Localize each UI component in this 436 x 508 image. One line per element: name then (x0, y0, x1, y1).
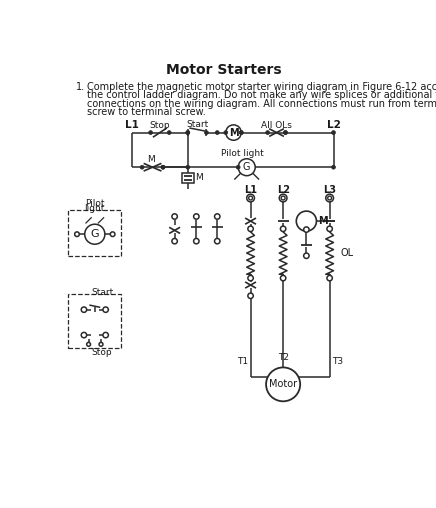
Text: Pilot light: Pilot light (221, 149, 264, 158)
Circle shape (224, 131, 228, 135)
Circle shape (149, 131, 153, 135)
Circle shape (167, 131, 171, 135)
Text: G: G (91, 229, 99, 239)
Text: L1: L1 (125, 120, 139, 130)
Circle shape (103, 332, 109, 338)
Circle shape (99, 342, 103, 346)
Circle shape (247, 194, 255, 202)
Circle shape (238, 158, 255, 176)
Circle shape (248, 293, 253, 299)
Circle shape (280, 226, 286, 232)
Circle shape (110, 232, 115, 237)
Bar (182, 173, 194, 182)
Circle shape (236, 165, 240, 169)
Circle shape (186, 131, 190, 135)
Circle shape (283, 131, 287, 135)
Circle shape (161, 165, 165, 169)
Text: light: light (85, 204, 105, 213)
Circle shape (186, 165, 190, 169)
Circle shape (327, 226, 332, 232)
Circle shape (248, 275, 253, 281)
Circle shape (215, 214, 220, 219)
Text: M: M (195, 174, 203, 182)
Text: L3: L3 (323, 185, 336, 195)
Circle shape (161, 165, 165, 169)
Circle shape (226, 125, 241, 140)
Circle shape (239, 131, 243, 135)
Circle shape (296, 211, 317, 231)
Circle shape (249, 196, 252, 200)
Circle shape (194, 238, 199, 244)
Circle shape (186, 131, 190, 135)
Text: Start: Start (186, 120, 208, 130)
Circle shape (280, 275, 286, 281)
Circle shape (266, 131, 269, 135)
Text: L2: L2 (327, 120, 341, 130)
Text: Complete the magnetic motor starter wiring diagram in Figure 6-12 according to: Complete the magnetic motor starter wiri… (87, 82, 436, 92)
Circle shape (194, 214, 199, 219)
Circle shape (215, 131, 219, 135)
Bar (68, 210, 121, 256)
Circle shape (81, 307, 87, 312)
Text: screw to terminal screw.: screw to terminal screw. (87, 107, 206, 117)
Text: M: M (229, 128, 238, 138)
Circle shape (204, 131, 208, 135)
Text: M: M (319, 216, 328, 226)
Text: Stop: Stop (150, 121, 170, 130)
Text: G: G (243, 162, 250, 172)
Text: All OLs: All OLs (262, 121, 293, 130)
Text: Start: Start (91, 288, 113, 297)
Circle shape (75, 232, 79, 237)
Text: L2: L2 (276, 185, 290, 195)
Text: 1.: 1. (76, 82, 85, 92)
Circle shape (279, 194, 287, 202)
Circle shape (331, 165, 335, 169)
Text: Motor: Motor (269, 379, 297, 389)
Text: the control ladder diagram. Do not make any wire splices or additional terminal: the control ladder diagram. Do not make … (87, 90, 436, 100)
Circle shape (103, 307, 109, 312)
Text: T1: T1 (237, 357, 249, 366)
Circle shape (140, 165, 144, 169)
Text: M: M (147, 155, 155, 164)
Text: T3: T3 (332, 357, 343, 366)
Text: L1: L1 (244, 185, 257, 195)
Circle shape (331, 131, 335, 135)
Circle shape (303, 227, 309, 232)
Circle shape (326, 194, 334, 202)
Circle shape (81, 332, 87, 338)
Text: connections on the wiring diagram. All connections must run from terminal: connections on the wiring diagram. All c… (87, 99, 436, 109)
Text: T2: T2 (278, 353, 289, 362)
Circle shape (328, 196, 331, 200)
Circle shape (87, 342, 91, 346)
Text: Motor Starters: Motor Starters (166, 63, 281, 77)
Text: Stop: Stop (91, 348, 112, 357)
Text: OL: OL (340, 248, 353, 258)
Circle shape (172, 214, 177, 219)
Circle shape (215, 238, 220, 244)
Bar (68, 294, 121, 348)
Circle shape (266, 367, 300, 401)
Circle shape (248, 226, 253, 232)
Circle shape (281, 196, 285, 200)
Circle shape (172, 238, 177, 244)
Text: Pilot: Pilot (85, 199, 105, 208)
Circle shape (239, 131, 243, 135)
Circle shape (327, 275, 332, 281)
Circle shape (303, 253, 309, 259)
Circle shape (283, 131, 287, 135)
Circle shape (85, 224, 105, 244)
